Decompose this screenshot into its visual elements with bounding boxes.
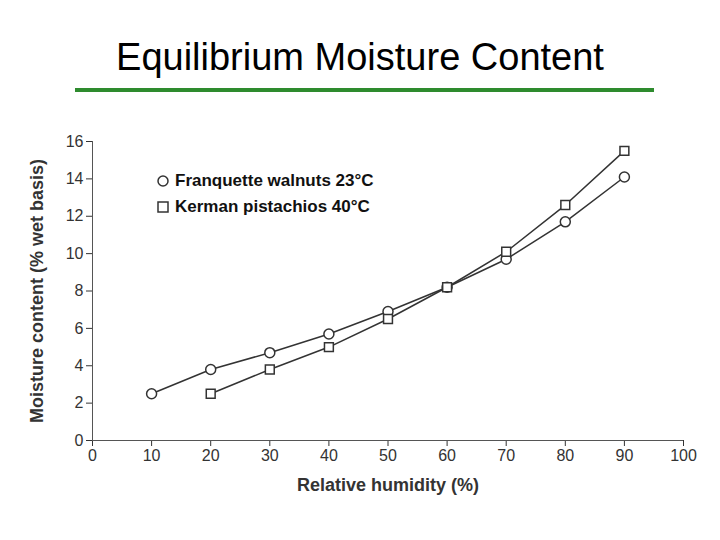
svg-text:0: 0	[75, 432, 84, 449]
html-text:Kerman pistachios 40°C: Kerman pistachios 40°C	[175, 197, 370, 216]
svg-text:14: 14	[66, 170, 84, 187]
html-text:Franquette walnuts 23°C: Franquette walnuts 23°C	[175, 171, 374, 190]
svg-text:0: 0	[88, 447, 97, 464]
html-text:Equilibrium Moisture Content: Equilibrium Moisture Content	[116, 36, 604, 78]
svg-text:30: 30	[261, 447, 279, 464]
svg-text:100: 100	[670, 447, 697, 464]
svg-text:50: 50	[379, 447, 397, 464]
svg-text:20: 20	[202, 447, 220, 464]
svg-text:4: 4	[75, 357, 84, 374]
svg-text:2: 2	[75, 394, 84, 411]
svg-text:70: 70	[497, 447, 515, 464]
svg-text:Relative humidity (%): Relative humidity (%)	[297, 475, 479, 495]
svg-text:Moisture content (% wet basis): Moisture content (% wet basis)	[27, 159, 47, 423]
svg-text:8: 8	[75, 282, 84, 299]
svg-text:10: 10	[66, 245, 84, 262]
svg-text:60: 60	[438, 447, 456, 464]
svg-text:80: 80	[556, 447, 574, 464]
svg-text:6: 6	[75, 319, 84, 336]
svg-text:12: 12	[66, 207, 84, 224]
svg-text:90: 90	[616, 447, 634, 464]
svg-text:16: 16	[66, 133, 84, 150]
svg-text:40: 40	[320, 447, 338, 464]
svg-text:10: 10	[143, 447, 161, 464]
